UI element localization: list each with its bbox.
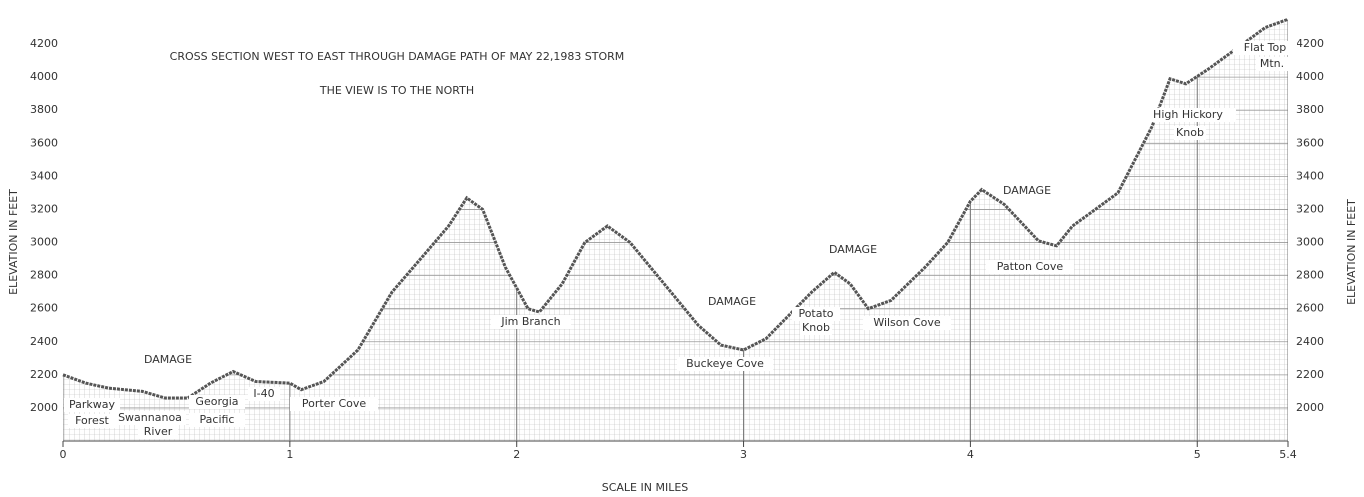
y-tick-label: 2800	[30, 269, 58, 282]
chart-subtitle: THE VIEW IS TO THE NORTH	[319, 84, 474, 97]
y-tick-label: 3200	[30, 202, 58, 215]
y2-tick-label: 2200	[1296, 368, 1324, 381]
y2-tick-label: 4000	[1296, 70, 1324, 83]
y2-tick-label: 3000	[1296, 236, 1324, 249]
y-tick-label: 3000	[30, 236, 58, 249]
y-tick-label: 4200	[30, 37, 58, 50]
y-tick-label: 2600	[30, 302, 58, 315]
y2-tick-label: 2800	[1296, 269, 1324, 282]
x-tick-label: 2	[513, 448, 520, 461]
annotation: Jim Branch	[500, 315, 560, 328]
annotation: High Hickory	[1153, 108, 1223, 121]
x-tick-label: 0	[60, 448, 67, 461]
annotation: Flat Top	[1244, 41, 1287, 54]
annotation: Pacific	[200, 413, 235, 426]
y2-tick-label: 2000	[1296, 401, 1324, 414]
annotation: DAMAGE	[1003, 184, 1051, 197]
y-tick-label: 2000	[30, 401, 58, 414]
y2-tick-label: 3800	[1296, 103, 1324, 116]
y-tick-label: 3800	[30, 103, 58, 116]
chart: CROSS SECTION WEST TO EAST THROUGH DAMAG…	[0, 0, 1364, 497]
annotation: Forest	[75, 414, 109, 427]
annotation: Knob	[1176, 126, 1204, 139]
y2-tick-label: 3400	[1296, 169, 1324, 182]
annotation: Mtn.	[1260, 57, 1284, 70]
y2-axis-label: ELEVATION IN FEET	[1345, 199, 1358, 305]
y-tick-label: 3600	[30, 136, 58, 149]
y2-tick-label: 3200	[1296, 202, 1324, 215]
annotation: I-40	[253, 387, 274, 400]
annotation: Potato	[798, 307, 833, 320]
annotation: Wilson Cove	[873, 316, 941, 329]
annotation: Buckeye Cove	[686, 357, 764, 370]
x-tick-label: 5	[1194, 448, 1201, 461]
annotation: DAMAGE	[144, 353, 192, 366]
annotation: River	[144, 425, 173, 438]
annotation: Knob	[802, 321, 830, 334]
x-tick-label: 1	[286, 448, 293, 461]
chart-title: CROSS SECTION WEST TO EAST THROUGH DAMAG…	[170, 50, 625, 63]
x-tick-label: 5.4	[1279, 448, 1297, 461]
annotation: Georgia	[195, 395, 238, 408]
annotation: Patton Cove	[997, 260, 1064, 273]
y2-tick-label: 4200	[1296, 37, 1324, 50]
x-tick-label: 3	[740, 448, 747, 461]
y-tick-label: 3400	[30, 169, 58, 182]
y2-tick-label: 2600	[1296, 302, 1324, 315]
annotation: Parkway	[69, 398, 116, 411]
y-tick-label: 4000	[30, 70, 58, 83]
annotation: DAMAGE	[708, 295, 756, 308]
x-axis-label: SCALE IN MILES	[602, 481, 689, 494]
annotation: Swannanoa	[118, 411, 182, 424]
y-tick-label: 2200	[30, 368, 58, 381]
y-tick-label: 2400	[30, 335, 58, 348]
x-tick-label: 4	[967, 448, 974, 461]
annotation: DAMAGE	[829, 243, 877, 256]
y2-tick-label: 3600	[1296, 136, 1324, 149]
y2-tick-label: 2400	[1296, 335, 1324, 348]
y-axis-label: ELEVATION IN FEET	[7, 189, 20, 295]
annotation: Porter Cove	[302, 397, 367, 410]
